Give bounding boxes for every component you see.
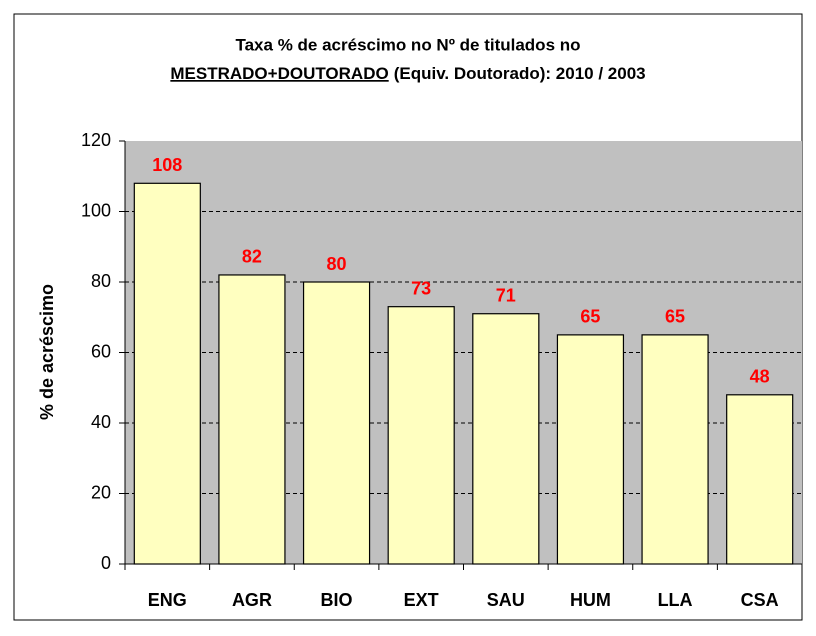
bar [472, 313, 540, 565]
x-tick-label: EXT [404, 590, 439, 610]
bar [133, 182, 201, 565]
x-tick-label: ENG [148, 590, 187, 610]
x-tick-label: HUM [570, 590, 611, 610]
data-label: 73 [411, 278, 431, 298]
y-tick-label: 0 [101, 553, 111, 573]
data-label: 82 [242, 247, 262, 267]
bar [218, 274, 286, 565]
x-tick-label: SAU [487, 590, 525, 610]
x-tick-label: CSA [741, 590, 779, 610]
chart-title: Taxa % de acréscimo no Nº de titulados n… [235, 35, 580, 54]
x-tick-label: BIO [321, 590, 353, 610]
y-tick-label: 120 [81, 130, 111, 150]
data-label: 80 [327, 254, 347, 274]
x-tick-label: LLA [658, 590, 693, 610]
data-label: 65 [580, 307, 600, 327]
y-tick-label: 80 [91, 271, 111, 291]
data-label: 48 [750, 367, 770, 387]
data-label: 65 [665, 307, 685, 327]
y-tick-label: 40 [91, 412, 111, 432]
y-tick-label: 20 [91, 482, 111, 502]
bar [641, 334, 709, 565]
data-label: 71 [496, 285, 516, 305]
chart-title-line: MESTRADO+DOUTORADO (Equiv. Doutorado): 20… [170, 64, 645, 83]
y-tick-label: 100 [81, 200, 111, 220]
y-tick-label: 60 [91, 341, 111, 361]
x-tick-label: AGR [232, 590, 272, 610]
chart-title-underlined: MESTRADO+DOUTORADO [170, 64, 388, 83]
y-axis-title: % de acréscimo [37, 284, 57, 420]
data-label: 108 [152, 155, 182, 175]
bar [726, 394, 794, 565]
chart-title-rest: (Equiv. Doutorado): 2010 / 2003 [394, 64, 646, 83]
bar [387, 306, 455, 565]
bar [302, 281, 371, 565]
bar [556, 334, 625, 565]
